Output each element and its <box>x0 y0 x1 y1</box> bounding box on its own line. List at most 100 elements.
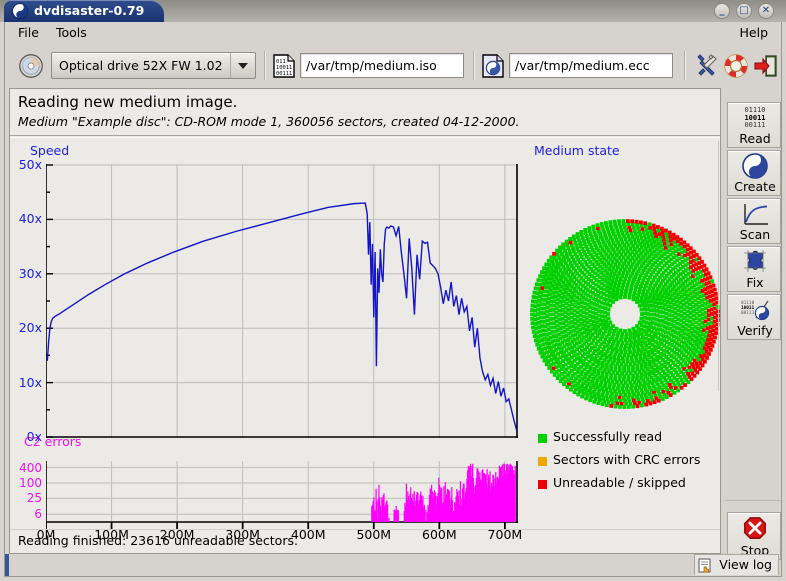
disc-sector-cell <box>690 356 695 361</box>
close-button[interactable]: ✕ <box>758 3 774 19</box>
disc-sector-cell <box>622 374 627 379</box>
disc-sector-cell <box>554 334 559 338</box>
disc-sector-cell <box>694 320 699 325</box>
disc-sector-cell <box>564 283 568 288</box>
disc-sector-cell <box>580 377 585 381</box>
disc-sector-cell <box>646 278 651 282</box>
disc-sector-cell <box>656 350 661 354</box>
disc-sector-cell <box>655 237 659 242</box>
disc-sector-cell <box>607 232 612 237</box>
disc-sector-cell <box>633 329 637 334</box>
disc-sector-cell <box>637 303 642 308</box>
disc-sector-cell <box>549 345 554 350</box>
drive-select[interactable]: Optical drive 52X FW 1.02 <box>51 52 256 79</box>
disc-sector-cell <box>652 312 657 317</box>
disc-sector-cell <box>607 294 612 299</box>
disc-sector-cell <box>715 318 720 323</box>
disc-sector-cell <box>654 396 659 401</box>
disc-sector-cell <box>633 265 638 270</box>
menu-file[interactable]: File <box>18 25 39 40</box>
divider <box>10 135 720 136</box>
disc-sector-cell <box>592 390 596 394</box>
disc-sector-cell <box>642 384 646 389</box>
menu-help[interactable]: Help <box>739 25 769 40</box>
disc-sector-cell <box>568 269 573 274</box>
disc-sector-cell <box>532 334 537 339</box>
disc-sector-cell <box>560 346 564 351</box>
disc-sector-cell <box>600 266 605 271</box>
disc-sector-cell <box>671 334 676 339</box>
disc-sector-cell <box>616 286 620 291</box>
disc-sector-cell <box>546 277 551 281</box>
tools-wrench-icon[interactable] <box>693 53 719 79</box>
disc-sector-cell <box>597 318 602 322</box>
disc-sector-cell <box>575 352 580 357</box>
disc-sector-cell <box>598 244 603 249</box>
drive-select-value: Optical drive 52X FW 1.02 <box>59 58 223 73</box>
disc-sector-cell <box>634 250 639 255</box>
legend-row: Unreadable / skipped <box>534 473 724 496</box>
disc-sector-cell <box>650 232 654 237</box>
disc-sector-cell <box>545 266 550 271</box>
status-text: Reading finished: 23616 unreadable secto… <box>18 533 298 548</box>
disc-sector-cell <box>677 296 682 301</box>
maximize-button[interactable]: □ <box>736 3 752 19</box>
disc-sector-cell <box>676 243 681 248</box>
disc-sector-cell <box>553 353 558 358</box>
disc-sector-cell <box>548 362 553 367</box>
iso-path-input[interactable]: /var/tmp/medium.iso <box>300 53 464 78</box>
stop-button[interactable]: Stop <box>727 512 781 560</box>
exit-door-icon[interactable] <box>753 53 779 79</box>
disc-sector-cell <box>593 282 598 287</box>
disc-sector-cell <box>669 257 674 262</box>
lifebuoy-help-icon[interactable] <box>723 53 749 79</box>
binary-document-icon[interactable]: 011 10011 00111 <box>273 54 295 78</box>
disc-sector-cell <box>679 385 684 390</box>
read-button[interactable]: 01110 10011 00111 Read <box>727 102 781 148</box>
disc-sector-cell <box>638 382 643 386</box>
divider <box>718 141 719 391</box>
disc-sector-cell <box>622 405 627 409</box>
ecc-path-input[interactable]: /var/tmp/medium.ecc <box>509 53 673 78</box>
disc-sector-cell <box>675 321 680 326</box>
disc-sector-cell <box>593 348 598 353</box>
disc-sector-cell <box>633 247 637 252</box>
disc-sector-cell <box>551 361 556 366</box>
menu-tools[interactable]: Tools <box>56 25 87 40</box>
minimize-button[interactable]: _ <box>714 3 730 19</box>
disc-sector-cell <box>575 232 580 236</box>
disc-sector-cell <box>604 221 608 225</box>
disc-sector-cell <box>654 379 659 384</box>
disc-sector-cell <box>600 260 605 265</box>
disc-sector-cell <box>661 390 666 394</box>
disc-sector-cell <box>579 372 584 377</box>
chevron-down-icon[interactable] <box>230 53 255 78</box>
disc-sector-cell <box>682 240 687 245</box>
disc-sector-cell <box>630 249 635 254</box>
view-log-button[interactable]: View log <box>694 554 779 575</box>
disc-sector-cell <box>597 309 601 314</box>
disc-sector-cell <box>695 292 699 296</box>
disc-sector-cell <box>669 338 674 343</box>
disc-sector-cell <box>570 272 575 277</box>
scroll-indicator[interactable] <box>5 554 9 576</box>
disc-sector-cell <box>592 370 597 374</box>
ecc-path-value: /var/tmp/medium.ecc <box>515 58 650 73</box>
disc-sector-cell <box>696 296 700 301</box>
disc-sector-cell <box>657 318 662 323</box>
disc-sector-cell <box>683 327 688 331</box>
create-button[interactable]: Create <box>727 150 781 196</box>
scan-button[interactable]: Scan <box>727 198 781 244</box>
disc-sector-cell <box>643 265 648 270</box>
disc-sector-cell <box>675 235 680 239</box>
yin-yang-document-icon[interactable] <box>482 54 504 78</box>
disc-sector-cell <box>610 260 615 264</box>
disc-sector-cell <box>584 244 589 249</box>
verify-button[interactable]: 01110 10011 00111 Verify <box>727 294 781 340</box>
disc-sector-cell <box>625 219 630 223</box>
disc-sector-cell <box>606 254 611 259</box>
disc-sector-cell <box>697 304 702 309</box>
disc-sector-cell <box>600 318 605 323</box>
disc-sector-cell <box>683 336 688 341</box>
fix-button[interactable]: Fix <box>727 246 781 292</box>
